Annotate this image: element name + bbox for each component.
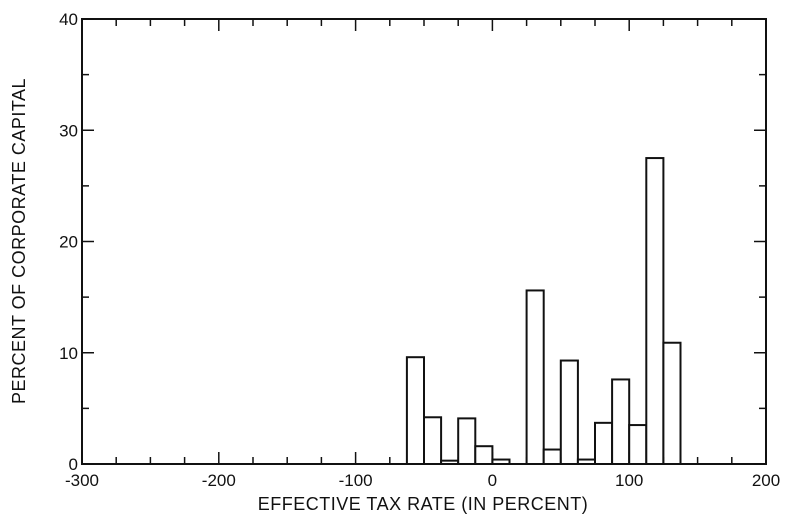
histogram-bar-8 <box>542 448 562 466</box>
histogram-bar-7 <box>525 289 545 466</box>
histogram-bar-1 <box>423 416 443 465</box>
x-tick-label: -200 <box>202 471 236 490</box>
x-axis-title: EFFECTIVE TAX RATE (IN PERCENT) <box>258 494 589 514</box>
x-tick-label: 200 <box>752 471 780 490</box>
bars-layer <box>405 157 682 466</box>
x-tick-label: -100 <box>339 471 373 490</box>
x-tick-label: -300 <box>65 471 99 490</box>
x-tick-label: 100 <box>615 471 643 490</box>
histogram-bar-11 <box>594 421 614 465</box>
histogram-bar-14 <box>645 157 665 465</box>
y-tick-label: 30 <box>59 121 78 140</box>
histogram-bar-0 <box>405 356 425 466</box>
histogram-bar-13 <box>628 424 648 465</box>
y-tick-label: 40 <box>59 10 78 29</box>
histogram-bar-15 <box>662 341 682 465</box>
histogram-bar-3 <box>457 417 477 466</box>
histogram-bar-4 <box>474 445 494 466</box>
y-tick-label: 0 <box>69 455 78 474</box>
histogram-bar-12 <box>611 378 631 466</box>
y-tick-label: 10 <box>59 344 78 363</box>
y-axis-title: PERCENT OF CORPORATE CAPITAL <box>9 78 29 404</box>
labels-layer: -300 -200 -100 0 100 200 0 10 20 30 40 <box>59 10 780 490</box>
x-tick-label: 0 <box>488 471 497 490</box>
ticks-layer <box>81 18 767 465</box>
histogram-bar-9 <box>559 359 579 466</box>
y-tick-label: 20 <box>59 233 78 252</box>
